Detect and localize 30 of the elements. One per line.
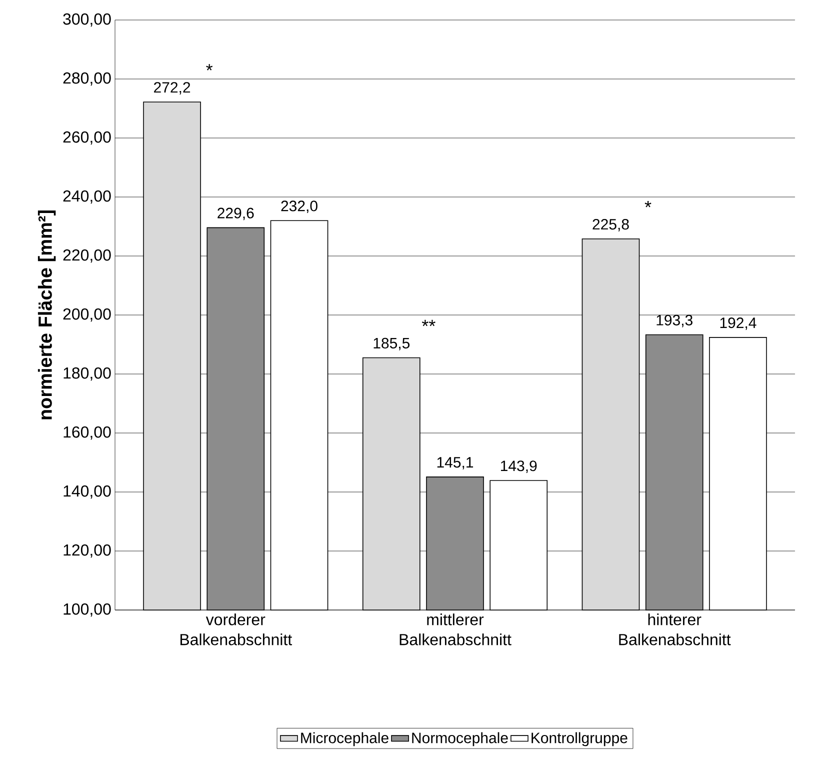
annotation: ** <box>422 320 436 326</box>
data-label: 192,4 <box>720 317 756 330</box>
x-tick-label: hinterer Balkenabschnitt <box>619 614 731 646</box>
annotation: * <box>644 200 652 208</box>
y-axis-title: normierte Fläche [mm²] <box>38 210 56 420</box>
y-tick-label: 240,00 <box>63 190 111 204</box>
data-label: 232,0 <box>281 200 318 214</box>
y-tick-label: 280,00 <box>63 72 111 86</box>
y-tick-label: 200,00 <box>63 308 111 322</box>
y-tick-label: 120,00 <box>64 544 111 558</box>
data-label: 185,5 <box>374 338 410 350</box>
data-label: 145,1 <box>437 457 474 470</box>
y-tick-label: 160,00 <box>64 426 111 440</box>
x-tick-label: mittlerer Balkenabschnitt <box>400 614 512 646</box>
y-tick-label: 140,00 <box>64 485 111 499</box>
data-label: 193,3 <box>656 314 692 328</box>
legend-label: Kontrollgruppe <box>532 732 628 746</box>
data-label: 143,9 <box>500 460 537 473</box>
data-label: 229,6 <box>218 208 254 220</box>
y-tick-label: 260,00 <box>63 131 111 145</box>
legend-label: Microcephale <box>301 732 388 746</box>
y-tick-label: 180,00 <box>64 367 111 381</box>
legend-label: Normocephale <box>412 732 508 746</box>
x-tick-label: vorderer Balkenabschnitt <box>180 614 292 646</box>
data-label: 272,2 <box>154 82 190 94</box>
data-label: 225,8 <box>592 218 629 232</box>
y-tick-label: 100,00 <box>64 603 111 617</box>
y-tick-label: 220,00 <box>63 249 111 263</box>
y-tick-label: 300,00 <box>63 13 111 27</box>
annotation: * <box>206 64 213 70</box>
